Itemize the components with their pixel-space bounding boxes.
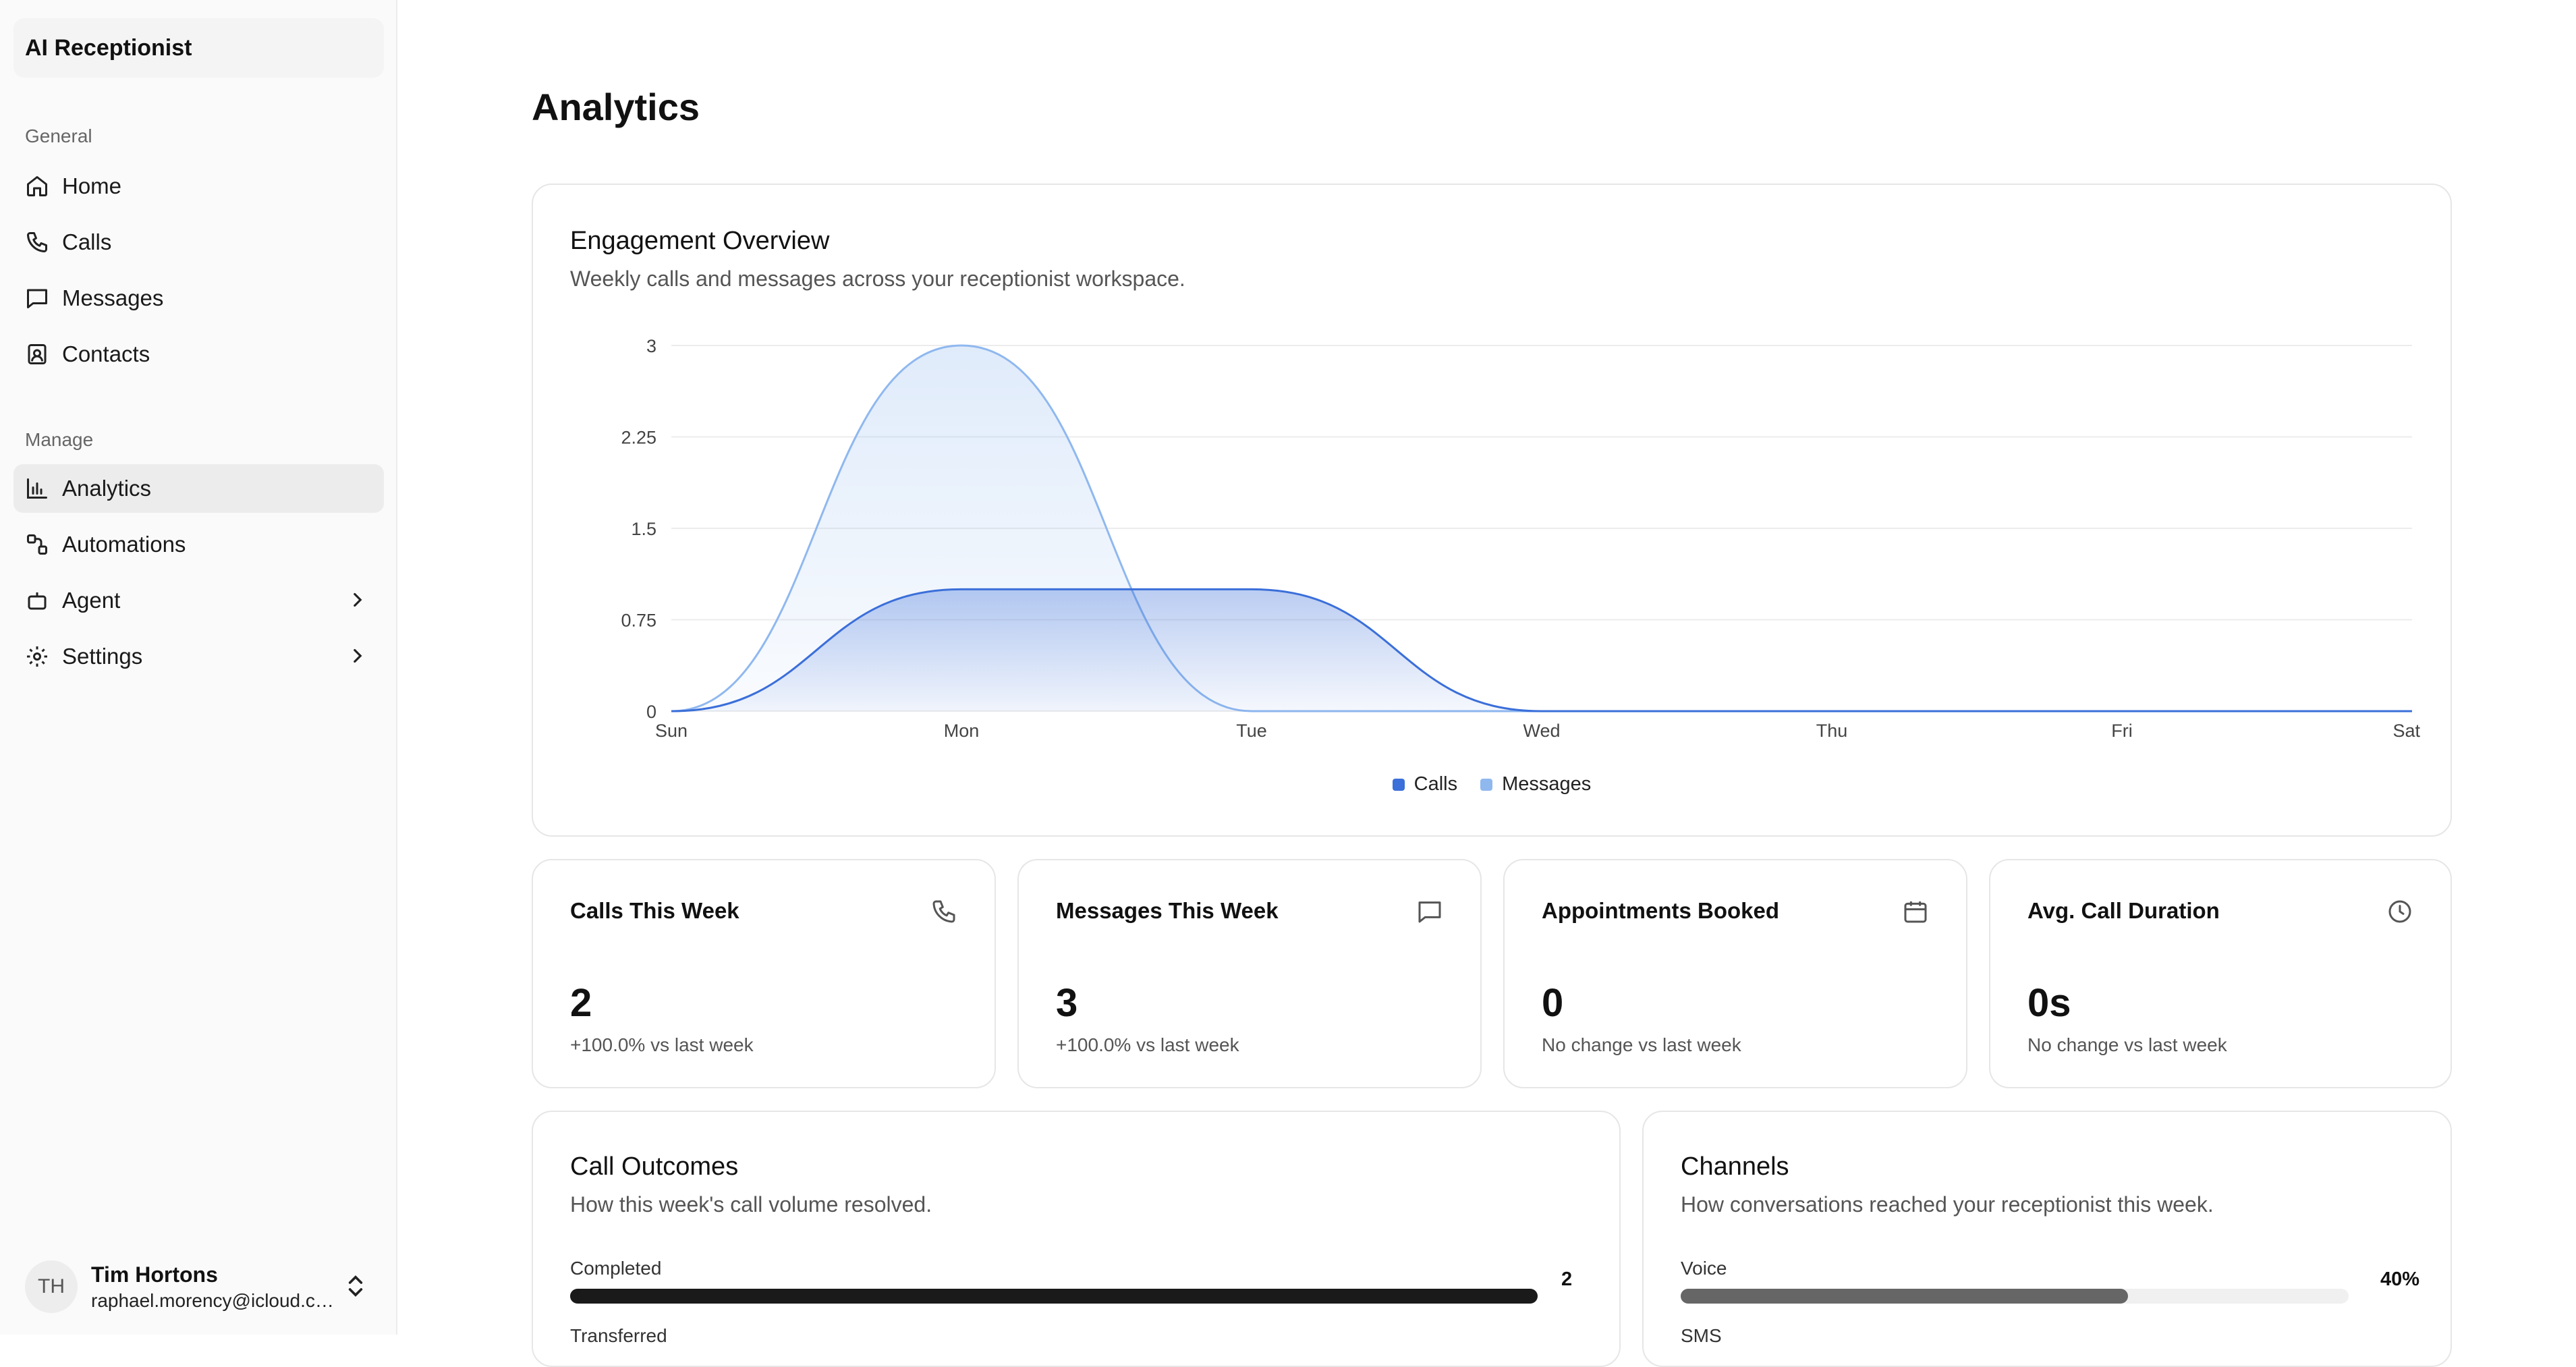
legend-label: Calls <box>1413 773 1458 795</box>
x-tick-label: Tue <box>1236 721 1267 741</box>
legend-item-messages[interactable]: Messages <box>1480 773 1591 796</box>
contacts-icon <box>25 342 49 366</box>
stat-title: Appointments Booked <box>1542 898 1779 923</box>
sidebar-item-agent[interactable]: Agent <box>13 576 384 625</box>
chevron-right-icon <box>354 592 362 607</box>
y-tick-label: 2.25 <box>621 428 656 448</box>
card-title: Engagement Overview <box>570 227 830 255</box>
chevrons-up-down-icon <box>348 1275 363 1297</box>
phone-icon <box>25 230 49 254</box>
legend-swatch <box>1480 778 1493 791</box>
stat-change: No change vs last week <box>1542 1034 1741 1055</box>
sidebar: AI Receptionist General Home Calls Messa… <box>0 0 397 1335</box>
x-tick-label: Wed <box>1523 721 1560 741</box>
stat-title: Calls This Week <box>570 898 739 923</box>
home-icon <box>25 174 49 198</box>
bar-chart-icon <box>25 476 49 501</box>
y-tick-label: 0 <box>646 702 656 722</box>
sidebar-item-label: Settings <box>62 644 143 669</box>
x-tick-label: Thu <box>1816 721 1848 741</box>
sidebar-item-contacts[interactable]: Contacts <box>13 330 384 379</box>
user-menu[interactable]: TH Tim Hortons raphael.morency@icloud.co… <box>13 1256 384 1317</box>
bar-fill <box>1681 1289 2129 1304</box>
stat-card-avg-duration: Avg. Call Duration 0s No change vs last … <box>1989 859 2452 1088</box>
stat-change: No change vs last week <box>2027 1034 2227 1055</box>
message-icon <box>1418 901 1441 923</box>
outcome-label-completed: Completed <box>570 1258 662 1279</box>
outcome-value-completed: 2 <box>1561 1268 1573 1290</box>
channel-label-sms: SMS <box>1681 1325 1722 1346</box>
nav-group-manage: Manage <box>25 429 94 450</box>
legend-label: Messages <box>1502 773 1592 795</box>
sidebar-item-label: Contacts <box>62 341 150 366</box>
x-tick-label: Mon <box>944 721 980 741</box>
sidebar-item-messages[interactable]: Messages <box>13 274 384 323</box>
x-tick-label: Fri <box>2111 721 2132 741</box>
call-outcomes-card: Call Outcomes How this week's call volum… <box>532 1111 1621 1367</box>
legend-item-calls[interactable]: Calls <box>1392 773 1458 796</box>
page-title: Analytics <box>532 86 700 128</box>
nav-group-general: General <box>25 125 92 146</box>
channels-card: Channels How conversations reached your … <box>1642 1111 2452 1367</box>
bar-fill <box>570 1289 1538 1304</box>
channel-value-voice: 40% <box>2380 1268 2420 1290</box>
outcome-label-transferred: Transferred <box>570 1325 667 1346</box>
chevron-right-icon <box>354 648 362 663</box>
clock-icon <box>2388 900 2411 923</box>
sidebar-item-label: Analytics <box>62 476 152 501</box>
stat-title: Avg. Call Duration <box>2027 898 2220 923</box>
y-tick-label: 3 <box>646 336 656 356</box>
sidebar-item-home[interactable]: Home <box>13 162 384 211</box>
user-email: raphael.morency@icloud.co... <box>91 1289 341 1311</box>
chart-legend: Calls Messages <box>533 773 2451 796</box>
stat-card-calls: Calls This Week 2 +100.0% vs last week <box>532 859 996 1088</box>
sidebar-item-label: Agent <box>62 588 121 613</box>
phone-icon <box>932 900 955 923</box>
engagement-overview-card: Engagement Overview Weekly calls and mes… <box>532 184 2452 837</box>
series-line-calls <box>671 588 2412 713</box>
x-tick-label: Sat <box>2392 721 2420 741</box>
stat-change: +100.0% vs last week <box>1056 1034 1239 1055</box>
stat-title: Messages This Week <box>1056 898 1279 923</box>
sidebar-item-label: Messages <box>62 285 164 310</box>
card-subtitle: How conversations reached your reception… <box>1681 1192 2214 1217</box>
card-subtitle: How this week's call volume resolved. <box>570 1192 932 1217</box>
bot-icon <box>25 588 49 613</box>
channel-label-voice: Voice <box>1681 1258 1727 1279</box>
y-tick-label: 0.75 <box>621 611 656 631</box>
card-subtitle: Weekly calls and messages across your re… <box>570 267 1185 291</box>
outcome-bar-completed <box>570 1289 1538 1304</box>
card-title: Channels <box>1681 1152 1789 1181</box>
channel-bar-voice <box>1681 1289 2349 1304</box>
stat-value: 3 <box>1056 981 1078 1025</box>
calendar-icon <box>1904 901 1927 923</box>
x-tick-label: Sun <box>655 721 688 741</box>
stat-value: 0s <box>2027 981 2071 1025</box>
sidebar-item-calls[interactable]: Calls <box>13 218 384 267</box>
card-title: Call Outcomes <box>570 1152 739 1181</box>
y-tick-label: 1.5 <box>631 519 656 539</box>
sidebar-item-analytics[interactable]: Analytics <box>13 464 384 513</box>
gear-icon <box>25 644 49 669</box>
user-name: Tim Hortons <box>91 1262 218 1287</box>
series-area-calls <box>671 589 2412 711</box>
stat-change: +100.0% vs last week <box>570 1034 754 1055</box>
app-title[interactable]: AI Receptionist <box>13 18 384 78</box>
sidebar-item-label: Automations <box>62 532 186 557</box>
legend-swatch <box>1392 778 1405 791</box>
sidebar-item-label: Home <box>62 173 122 198</box>
sidebar-item-settings[interactable]: Settings <box>13 632 384 681</box>
stat-value: 2 <box>570 981 592 1025</box>
stat-card-appointments: Appointments Booked 0 No change vs last … <box>1503 859 1967 1088</box>
engagement-chart: 0 0.75 1.5 2.25 3 Sun Mon Tue Wed Thu Fri Sat <box>621 336 2420 741</box>
sidebar-item-label: Calls <box>62 229 112 254</box>
message-icon <box>25 286 49 310</box>
stat-card-messages: Messages This Week 3 +100.0% vs last wee… <box>1017 859 1482 1088</box>
automations-icon <box>25 532 49 557</box>
avatar: TH <box>25 1260 78 1313</box>
sidebar-item-automations[interactable]: Automations <box>13 520 384 569</box>
stat-value: 0 <box>1542 981 1564 1025</box>
